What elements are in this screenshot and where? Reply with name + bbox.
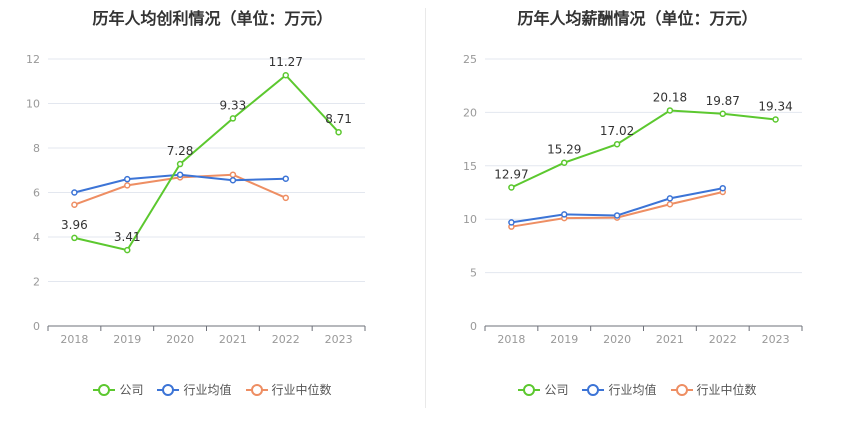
x-tick-label: 2019 xyxy=(113,333,141,346)
legend-item-industry-avg[interactable]: 行业均值 xyxy=(157,381,232,398)
legend-swatch-icon xyxy=(245,383,268,396)
data-point-industry-avg[interactable] xyxy=(719,184,726,192)
data-point-company[interactable] xyxy=(772,116,779,123)
data-point-company[interactable] xyxy=(666,107,674,114)
data-label: 3.96 xyxy=(61,218,88,232)
chart-panel-salary: 历年人均薪酬情况（单位：万元） 0 5 10 15 20 25 2018 2019 2020 20… xyxy=(425,0,850,437)
data-point-industry-avg[interactable] xyxy=(176,171,184,178)
data-point-company[interactable] xyxy=(71,234,78,242)
x-tick-label: 2023 xyxy=(762,333,790,346)
data-point-company[interactable] xyxy=(719,110,726,118)
x-tick-label: 2022 xyxy=(272,333,300,346)
data-point-company[interactable] xyxy=(335,128,342,136)
y-tick-label: 0 xyxy=(33,320,40,333)
legend-swatch-icon xyxy=(518,383,541,396)
y-tick-label: 10 xyxy=(463,213,477,226)
legend-swatch-icon xyxy=(582,383,605,396)
chart-panel-profit: 历年人均创利情况（单位：万元） 0 2 4 6 8 10 12 2018 2019 2020 202… xyxy=(0,9,425,398)
x-tick-label: 2019 xyxy=(550,333,578,346)
legend-item-company[interactable]: 公司 xyxy=(518,381,568,398)
legend-item-industry-median[interactable]: 行业中位数 xyxy=(245,381,332,398)
data-point-company[interactable] xyxy=(282,71,289,79)
data-label: 7.28 xyxy=(167,144,194,158)
data-point-industry-median[interactable] xyxy=(124,182,131,189)
data-point-industry-median[interactable] xyxy=(666,200,674,208)
data-label: 19.34 xyxy=(758,99,792,113)
legend-label: 公司 xyxy=(544,383,569,397)
x-tick-label: 2020 xyxy=(603,333,631,346)
data-point-industry-avg[interactable] xyxy=(561,211,568,218)
data-point-company[interactable] xyxy=(613,140,621,148)
x-tick-label: 2020 xyxy=(166,333,194,346)
x-tick-label: 2022 xyxy=(709,333,737,346)
data-point-industry-avg[interactable] xyxy=(229,177,237,184)
y-tick-label: 0 xyxy=(470,320,477,333)
data-point-industry-avg[interactable] xyxy=(613,212,621,219)
chart-title: 历年人均薪酬情况（单位：万元） xyxy=(517,9,758,28)
data-point-industry-avg[interactable] xyxy=(124,175,131,183)
x-tick-label: 2018 xyxy=(497,333,525,346)
legend-swatch-icon xyxy=(157,383,180,396)
panel-divider xyxy=(425,8,426,408)
legend-label: 行业均值 xyxy=(608,383,657,397)
chart-plot: 0 2 4 6 8 10 12 2018 2019 2020 2021 2022 2023 3.96 3.4… xyxy=(26,53,366,346)
y-tick-label: 2 xyxy=(33,276,40,289)
y-tick-label: 5 xyxy=(470,267,477,280)
data-point-company[interactable] xyxy=(176,160,184,168)
y-tick-label: 20 xyxy=(463,106,477,119)
series-line-company xyxy=(74,73,340,252)
data-point-company[interactable] xyxy=(561,159,568,166)
x-tick-label: 2021 xyxy=(656,333,684,346)
y-tick-label: 25 xyxy=(463,53,477,66)
chart-legend[interactable]: 公司 行业均值 行业中位数 xyxy=(425,381,850,398)
data-label: 19.87 xyxy=(706,94,740,108)
legend-item-company[interactable]: 公司 xyxy=(93,381,143,398)
data-point-company[interactable] xyxy=(229,115,237,122)
data-label: 9.33 xyxy=(220,98,247,112)
data-label: 17.02 xyxy=(600,124,634,138)
legend-swatch-icon xyxy=(93,383,116,396)
data-point-industry-median[interactable] xyxy=(282,194,289,202)
chart-legend[interactable]: 公司 行业均值 行业中位数 xyxy=(0,381,425,398)
data-point-industry-median[interactable] xyxy=(71,201,78,208)
y-tick-label: 12 xyxy=(26,53,40,66)
legend-label: 行业中位数 xyxy=(271,383,332,397)
data-label: 15.29 xyxy=(547,143,581,157)
data-label: 8.71 xyxy=(325,112,352,126)
data-point-industry-median[interactable] xyxy=(229,171,237,178)
y-tick-label: 4 xyxy=(33,231,40,244)
data-point-industry-avg[interactable] xyxy=(71,189,78,196)
legend-swatch-icon xyxy=(670,383,693,396)
data-point-industry-avg[interactable] xyxy=(666,195,674,202)
chart-title: 历年人均创利情况（单位：万元） xyxy=(92,9,333,28)
data-point-company[interactable] xyxy=(508,184,515,191)
data-label: 12.97 xyxy=(494,167,528,181)
data-point-industry-avg[interactable] xyxy=(508,219,515,226)
x-tick-label: 2018 xyxy=(60,333,88,346)
y-tick-label: 15 xyxy=(463,160,477,173)
data-label: 3.41 xyxy=(114,230,141,244)
x-tick-label: 2023 xyxy=(325,333,353,346)
series-line-company xyxy=(510,109,776,189)
x-tick-label: 2021 xyxy=(219,333,247,346)
legend-label: 行业中位数 xyxy=(696,383,757,397)
y-tick-label: 6 xyxy=(33,187,40,200)
series-line-industry-median xyxy=(511,190,723,228)
y-tick-label: 10 xyxy=(26,98,40,111)
y-tick-label: 8 xyxy=(33,142,40,155)
legend-label: 行业均值 xyxy=(183,383,232,397)
data-point-industry-avg[interactable] xyxy=(282,175,289,182)
data-label: 20.18 xyxy=(653,90,687,104)
legend-label: 公司 xyxy=(119,383,144,397)
legend-item-industry-median[interactable]: 行业中位数 xyxy=(670,381,757,398)
data-point-company[interactable] xyxy=(124,246,131,254)
data-label: 11.27 xyxy=(269,55,303,69)
chart-plot: 0 5 10 15 20 25 2018 2019 2020 2021 2022 2023 12.97 1… xyxy=(463,53,803,346)
legend-item-industry-avg[interactable]: 行业均值 xyxy=(582,381,657,398)
